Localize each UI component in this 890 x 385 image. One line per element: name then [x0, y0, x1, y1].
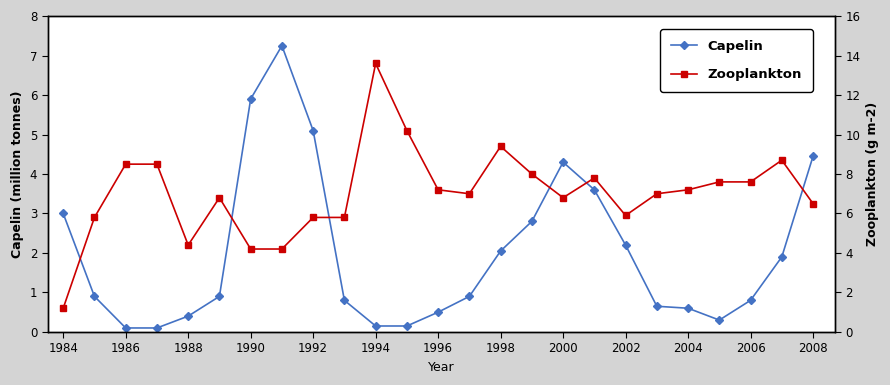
- Zooplankton: [58, 306, 69, 311]
- Capelin: [151, 326, 162, 330]
- Zooplankton: [433, 187, 443, 192]
- Capelin: [714, 318, 724, 322]
- Y-axis label: Zooplankton (g m-2): Zooplankton (g m-2): [866, 102, 879, 246]
- Zooplankton: [89, 215, 100, 220]
- Zooplankton: [620, 213, 631, 218]
- Capelin: [182, 314, 193, 318]
- Capelin: [214, 294, 225, 299]
- Zooplankton: [495, 144, 506, 149]
- Zooplankton: [714, 179, 724, 184]
- Capelin: [433, 310, 443, 315]
- Zooplankton: [214, 196, 225, 200]
- Capelin: [277, 44, 287, 48]
- X-axis label: Year: Year: [428, 361, 455, 374]
- Zooplankton: [151, 162, 162, 166]
- Capelin: [120, 326, 131, 330]
- Line: Capelin: Capelin: [61, 43, 816, 331]
- Zooplankton: [401, 128, 412, 133]
- Zooplankton: [808, 201, 819, 206]
- Zooplankton: [246, 247, 256, 251]
- Zooplankton: [527, 172, 538, 176]
- Zooplankton: [277, 247, 287, 251]
- Zooplankton: [745, 179, 756, 184]
- Capelin: [308, 128, 319, 133]
- Capelin: [370, 324, 381, 328]
- Zooplankton: [558, 196, 569, 200]
- Capelin: [464, 294, 474, 299]
- Capelin: [776, 254, 787, 259]
- Zooplankton: [776, 158, 787, 162]
- Capelin: [339, 298, 350, 303]
- Capelin: [651, 304, 662, 308]
- Zooplankton: [589, 176, 600, 180]
- Capelin: [745, 298, 756, 303]
- Capelin: [401, 324, 412, 328]
- Capelin: [527, 219, 538, 224]
- Y-axis label: Capelin (million tonnes): Capelin (million tonnes): [11, 90, 24, 258]
- Zooplankton: [464, 191, 474, 196]
- Zooplankton: [370, 61, 381, 66]
- Zooplankton: [683, 187, 693, 192]
- Zooplankton: [120, 162, 131, 166]
- Legend: Capelin, Zooplankton: Capelin, Zooplankton: [660, 29, 813, 92]
- Capelin: [620, 243, 631, 248]
- Zooplankton: [651, 191, 662, 196]
- Capelin: [683, 306, 693, 311]
- Zooplankton: [182, 243, 193, 248]
- Zooplankton: [308, 215, 319, 220]
- Capelin: [589, 187, 600, 192]
- Capelin: [58, 211, 69, 216]
- Line: Zooplankton: Zooplankton: [60, 60, 816, 312]
- Capelin: [246, 97, 256, 101]
- Capelin: [495, 249, 506, 253]
- Capelin: [558, 160, 569, 164]
- Capelin: [89, 294, 100, 299]
- Capelin: [808, 154, 819, 159]
- Zooplankton: [339, 215, 350, 220]
